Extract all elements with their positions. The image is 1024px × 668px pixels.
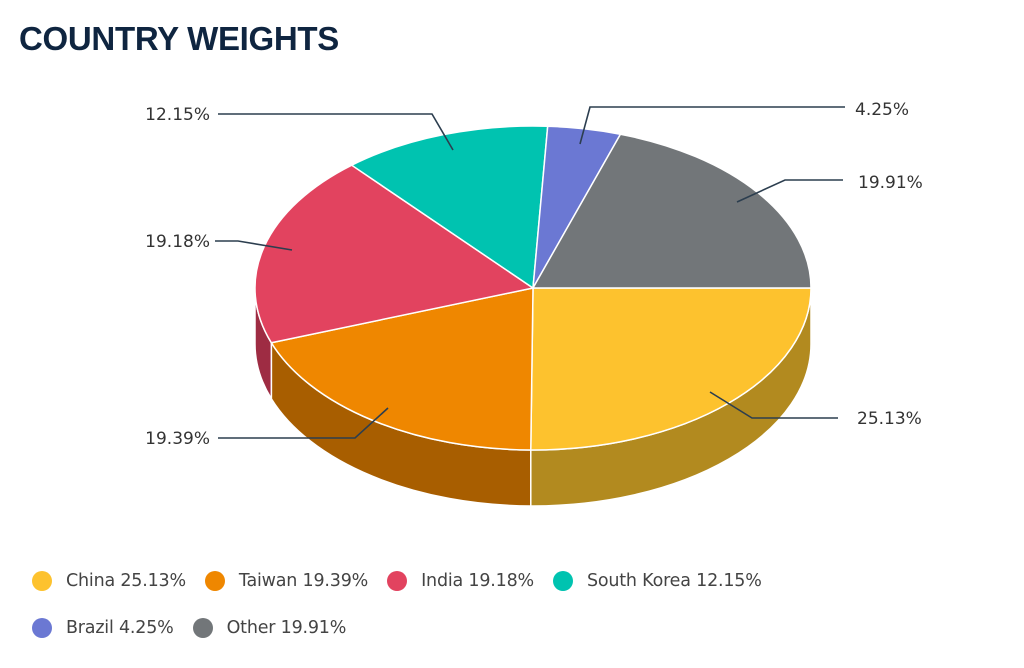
legend-swatch-india bbox=[387, 571, 408, 591]
chart-legend: China 25.13% Taiwan 19.39% India 19.18% … bbox=[32, 566, 932, 660]
data-label-south-korea: 12.15% bbox=[145, 105, 210, 125]
legend-row-1: China 25.13% Taiwan 19.39% India 19.18% … bbox=[32, 566, 932, 596]
leader-line bbox=[218, 113, 454, 151]
legend-swatch-other bbox=[192, 618, 213, 638]
chart-title: COUNTRY WEIGHTS bbox=[19, 20, 340, 57]
legend-item-china[interactable]: China 25.13% bbox=[32, 571, 186, 591]
legend-label: Other 19.91% bbox=[226, 618, 347, 638]
legend-item-brazil[interactable]: Brazil 4.25% bbox=[32, 618, 174, 638]
leader-line bbox=[579, 106, 845, 145]
leader-line bbox=[709, 391, 838, 419]
legend-label: South Korea 12.15% bbox=[586, 571, 762, 591]
data-label-china: 25.13% bbox=[857, 409, 922, 429]
data-label-other: 19.91% bbox=[858, 173, 923, 193]
pie-slice-other[interactable] bbox=[532, 133, 812, 289]
legend-label: Brazil 4.25% bbox=[66, 618, 174, 638]
data-labels: 25.13% 19.39% 19.18% 12.15% 4.25% 19.91% bbox=[145, 100, 923, 449]
pie-slices bbox=[254, 125, 812, 451]
leader-line bbox=[736, 179, 843, 203]
legend-item-taiwan[interactable]: Taiwan 19.39% bbox=[204, 571, 369, 591]
pie-slice-taiwan[interactable] bbox=[270, 287, 534, 451]
legend-row-2: Brazil 4.25% Other 19.91% bbox=[32, 613, 932, 643]
data-label-leaders bbox=[215, 106, 845, 439]
legend-swatch-taiwan bbox=[204, 571, 225, 591]
legend-item-south-korea[interactable]: South Korea 12.15% bbox=[552, 571, 762, 591]
pie-chart: 25.13% 19.39% 19.18% 12.15% 4.25% 19.91% bbox=[145, 100, 923, 507]
legend-swatch-brazil bbox=[32, 618, 52, 638]
data-label-india: 19.18% bbox=[145, 232, 210, 252]
data-label-taiwan: 19.39% bbox=[145, 429, 210, 449]
legend-label: India 19.18% bbox=[421, 571, 534, 591]
legend-item-india[interactable]: India 19.18% bbox=[387, 571, 534, 591]
legend-item-other[interactable]: Other 19.91% bbox=[192, 618, 347, 638]
legend-label: China 25.13% bbox=[66, 571, 186, 591]
legend-label: Taiwan 19.39% bbox=[238, 571, 369, 591]
data-label-brazil: 4.25% bbox=[855, 100, 909, 120]
leader-line bbox=[215, 240, 293, 251]
legend-swatch-south-korea bbox=[552, 571, 573, 591]
legend-swatch-china bbox=[32, 571, 52, 591]
pie-slice-india[interactable] bbox=[254, 164, 534, 344]
leader-line bbox=[218, 407, 389, 439]
